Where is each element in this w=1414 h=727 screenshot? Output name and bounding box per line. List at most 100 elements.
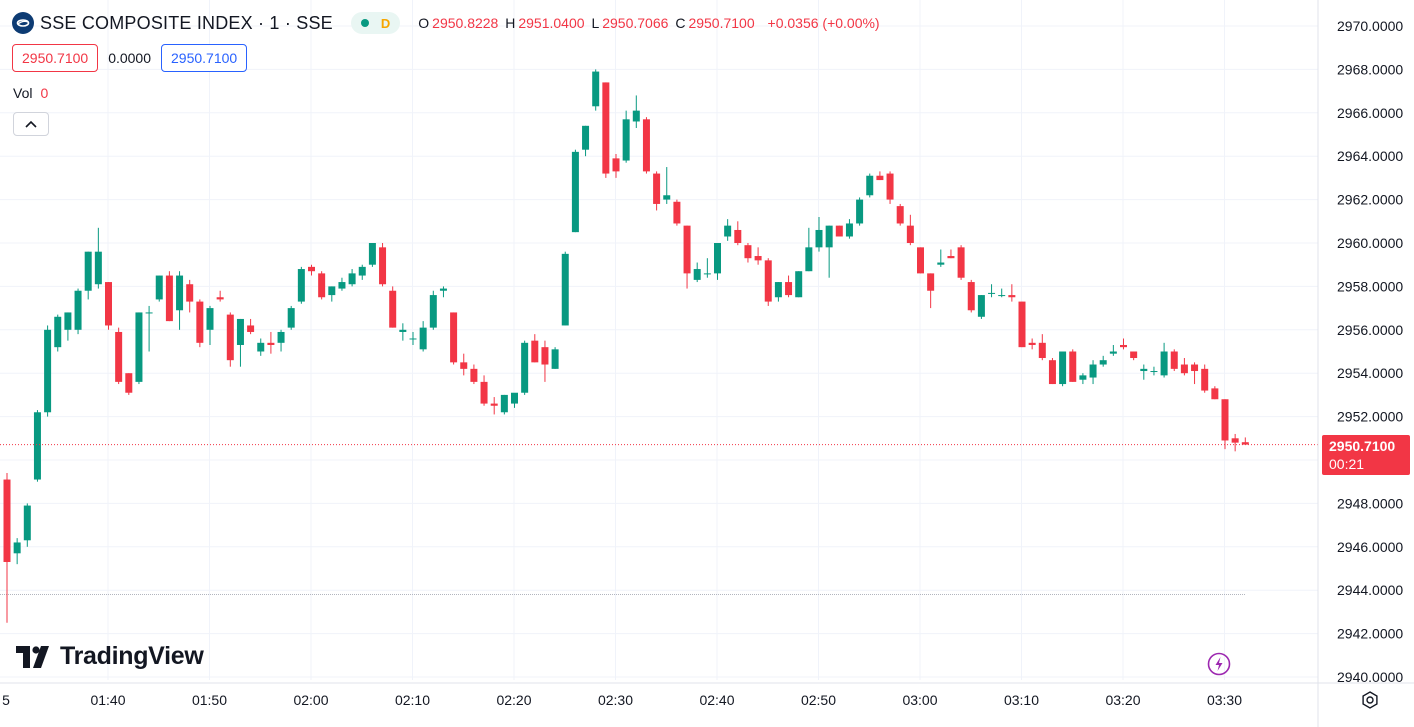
candle[interactable] bbox=[155, 275, 163, 302]
candle[interactable] bbox=[602, 82, 610, 178]
candle[interactable] bbox=[835, 225, 843, 237]
candle[interactable] bbox=[94, 227, 102, 289]
candle[interactable] bbox=[1191, 362, 1199, 385]
candle[interactable] bbox=[612, 154, 620, 178]
candle[interactable] bbox=[1201, 364, 1209, 393]
candle[interactable] bbox=[988, 284, 996, 298]
candle[interactable] bbox=[744, 243, 752, 263]
candle[interactable] bbox=[541, 340, 549, 382]
candle[interactable] bbox=[967, 279, 975, 313]
candle[interactable] bbox=[764, 258, 772, 306]
candle[interactable] bbox=[521, 340, 529, 395]
candle[interactable] bbox=[571, 149, 579, 233]
buy-price-button[interactable]: 2950.7100 bbox=[161, 44, 248, 72]
tradingview-logo[interactable]: TradingView bbox=[16, 642, 204, 671]
candle[interactable] bbox=[33, 410, 41, 482]
candle[interactable] bbox=[582, 125, 590, 157]
candle[interactable] bbox=[3, 473, 11, 623]
candle[interactable] bbox=[297, 266, 305, 304]
candle[interactable] bbox=[1241, 437, 1249, 445]
sell-price-button[interactable]: 2950.7100 bbox=[12, 44, 99, 72]
candle[interactable] bbox=[1069, 349, 1077, 382]
candle[interactable] bbox=[683, 225, 691, 289]
candle[interactable] bbox=[135, 312, 143, 385]
candle[interactable] bbox=[531, 334, 539, 363]
candle[interactable] bbox=[774, 282, 782, 302]
candle[interactable] bbox=[561, 251, 569, 326]
candle[interactable] bbox=[1089, 360, 1097, 385]
candle[interactable] bbox=[176, 271, 184, 330]
candle[interactable] bbox=[825, 225, 833, 278]
symbol-title[interactable]: SSE COMPOSITE INDEX · 1 · SSE bbox=[40, 12, 333, 33]
candle[interactable] bbox=[328, 286, 336, 302]
candle[interactable] bbox=[84, 251, 92, 300]
candle[interactable] bbox=[389, 286, 397, 328]
candle[interactable] bbox=[1028, 338, 1036, 350]
candle[interactable] bbox=[409, 331, 417, 345]
candle[interactable] bbox=[815, 216, 823, 252]
candle[interactable] bbox=[399, 323, 407, 341]
candle[interactable] bbox=[1180, 358, 1188, 376]
volume-legend[interactable]: Vol 0 bbox=[13, 85, 48, 101]
candle[interactable] bbox=[856, 197, 864, 226]
candle[interactable] bbox=[226, 312, 234, 367]
candle[interactable] bbox=[1038, 334, 1046, 361]
candle[interactable] bbox=[500, 394, 508, 415]
candle[interactable] bbox=[1059, 351, 1067, 387]
candle[interactable] bbox=[866, 173, 874, 198]
candle[interactable] bbox=[236, 318, 244, 367]
candle[interactable] bbox=[439, 286, 447, 298]
candle[interactable] bbox=[977, 295, 985, 319]
candle[interactable] bbox=[358, 264, 366, 280]
candle[interactable] bbox=[64, 312, 72, 341]
candle[interactable] bbox=[1231, 433, 1239, 452]
candle[interactable] bbox=[673, 199, 681, 226]
candle[interactable] bbox=[937, 249, 945, 267]
candle[interactable] bbox=[998, 288, 1006, 298]
candle[interactable] bbox=[1140, 364, 1148, 380]
candle[interactable] bbox=[1130, 351, 1138, 361]
candle[interactable] bbox=[1008, 284, 1016, 302]
candle[interactable] bbox=[419, 321, 427, 352]
candle[interactable] bbox=[115, 327, 123, 385]
candle[interactable] bbox=[429, 290, 437, 330]
candle[interactable] bbox=[105, 282, 112, 330]
candle[interactable] bbox=[308, 264, 315, 276]
candle[interactable] bbox=[693, 262, 701, 283]
candle[interactable] bbox=[480, 375, 488, 406]
candle[interactable] bbox=[348, 269, 356, 287]
candle[interactable] bbox=[196, 299, 204, 348]
candle[interactable] bbox=[247, 318, 255, 335]
candle[interactable] bbox=[125, 373, 133, 395]
candle[interactable] bbox=[653, 171, 661, 211]
candle[interactable] bbox=[1170, 349, 1178, 372]
candle[interactable] bbox=[186, 279, 194, 313]
candle[interactable] bbox=[551, 347, 559, 369]
candle[interactable] bbox=[511, 392, 518, 408]
candle[interactable] bbox=[734, 221, 742, 246]
candle[interactable] bbox=[257, 338, 265, 356]
candle[interactable] bbox=[845, 219, 853, 239]
candle[interactable] bbox=[1211, 386, 1219, 400]
candle[interactable] bbox=[906, 214, 914, 246]
market-status-pill[interactable]: D bbox=[350, 12, 401, 34]
candle[interactable] bbox=[896, 203, 904, 226]
candle[interactable] bbox=[805, 227, 813, 272]
candle[interactable] bbox=[318, 271, 326, 300]
candle[interactable] bbox=[379, 243, 387, 287]
candle[interactable] bbox=[1160, 342, 1168, 378]
candle[interactable] bbox=[216, 290, 224, 302]
candle[interactable] bbox=[785, 275, 793, 298]
candle[interactable] bbox=[927, 273, 935, 309]
candle[interactable] bbox=[592, 69, 600, 111]
candle[interactable] bbox=[947, 249, 955, 259]
candle[interactable] bbox=[23, 503, 31, 547]
candle[interactable] bbox=[74, 288, 82, 335]
candle[interactable] bbox=[206, 305, 214, 345]
flash-icon[interactable] bbox=[1207, 652, 1231, 676]
candle[interactable] bbox=[886, 171, 894, 204]
candle[interactable] bbox=[450, 312, 458, 365]
candle[interactable] bbox=[13, 538, 21, 565]
candle[interactable] bbox=[663, 167, 671, 204]
candle[interactable] bbox=[490, 397, 498, 415]
